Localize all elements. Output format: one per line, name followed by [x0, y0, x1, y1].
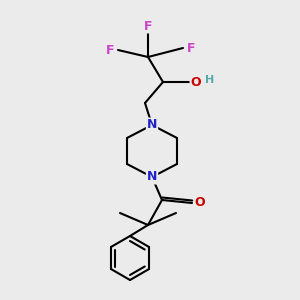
Text: O: O — [191, 76, 201, 88]
Text: F: F — [106, 44, 114, 56]
Text: H: H — [206, 75, 214, 85]
Text: F: F — [144, 20, 152, 32]
Text: N: N — [147, 118, 157, 131]
Text: N: N — [147, 170, 157, 184]
Text: F: F — [187, 41, 195, 55]
Text: O: O — [195, 196, 205, 209]
